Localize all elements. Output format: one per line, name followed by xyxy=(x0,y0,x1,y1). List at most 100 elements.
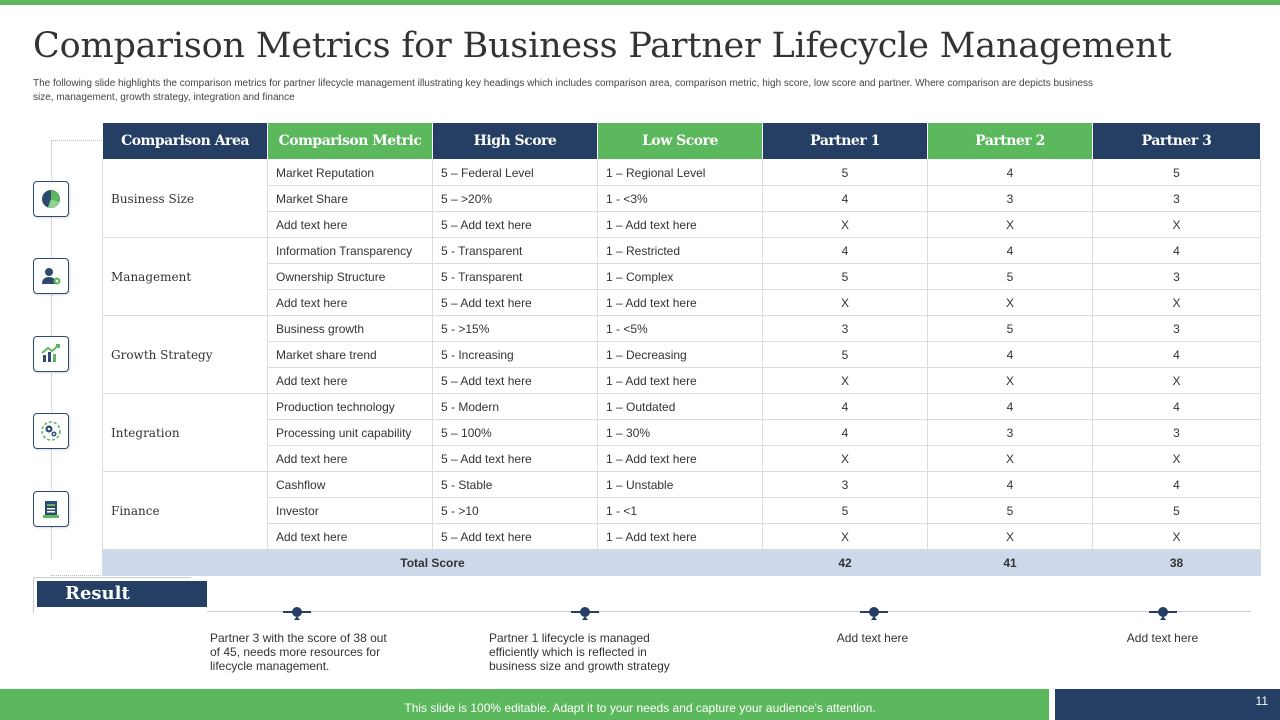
partner-3-score: X xyxy=(1092,523,1261,550)
metric-cell: Market share trend xyxy=(267,341,433,368)
partner-3-score: 4 xyxy=(1092,237,1261,264)
high-score-cell: 5 – Add text here xyxy=(432,211,598,238)
result-note-3: Add text here xyxy=(836,631,909,645)
low-score-cell: 1 - <1 xyxy=(597,497,763,524)
table-row: Add text here 5 – Add text here 1 – Add … xyxy=(103,445,1261,472)
partner-1-score: 5 xyxy=(762,159,928,186)
partner-3-score: 4 xyxy=(1092,341,1261,368)
partner-1-score: 4 xyxy=(762,393,928,420)
user-settings-icon xyxy=(33,258,69,294)
header-partner-1: Partner 1 xyxy=(762,122,928,160)
comparison-area-cell: Integration xyxy=(102,393,268,472)
high-score-cell: 5 – Federal Level xyxy=(432,159,598,186)
footer-page-box: 11 xyxy=(1055,689,1280,720)
comparison-area-cell: Management xyxy=(102,237,268,316)
partner-3-score: 3 xyxy=(1092,315,1261,342)
page-subtitle: The following slide highlights the compa… xyxy=(33,78,1093,103)
high-score-cell: 5 – 100% xyxy=(432,419,598,446)
footer-text: This slide is 100% editable. Adapt it to… xyxy=(404,701,876,715)
partner-1-score: 5 xyxy=(762,497,928,524)
metric-cell: Add text here xyxy=(267,211,433,238)
high-score-cell: 5 – Add text here xyxy=(432,289,598,316)
partner-2-score: 3 xyxy=(927,419,1093,446)
low-score-cell: 1 – Unstable xyxy=(597,471,763,498)
partner-2-score: 5 xyxy=(927,497,1093,524)
low-score-cell: 1 – Add text here xyxy=(597,367,763,394)
partner-2-score: X xyxy=(927,523,1093,550)
low-score-cell: 1 – 30% xyxy=(597,419,763,446)
gears-icon xyxy=(33,413,69,449)
low-score-cell: 1 - <5% xyxy=(597,315,763,342)
metric-cell: Add text here xyxy=(267,445,433,472)
header-high-score: High Score xyxy=(432,122,598,160)
partner-1-score: 5 xyxy=(762,263,928,290)
partner-1-score: 3 xyxy=(762,471,928,498)
table-row: Growth Strategy Business growth 5 - >15%… xyxy=(102,315,1261,394)
page-number: 11 xyxy=(1255,694,1268,708)
partner-2-score: 4 xyxy=(927,237,1093,264)
partner-2-score: X xyxy=(927,367,1093,394)
low-score-cell: 1 – Regional Level xyxy=(597,159,763,186)
metric-cell: Processing unit capability xyxy=(267,419,433,446)
header-comparison-area: Comparison Area xyxy=(102,122,268,160)
result-note-1: Partner 3 with the score of 38 out of 45… xyxy=(210,631,387,673)
low-score-cell: 1 – Complex xyxy=(597,263,763,290)
metric-cell: Business growth xyxy=(267,315,433,342)
partner-2-score: 4 xyxy=(927,471,1093,498)
pin-marker-icon xyxy=(571,607,599,620)
partner-1-score: 4 xyxy=(762,237,928,264)
partner-3-score: X xyxy=(1092,289,1261,316)
table-row: Finance Cashflow 5 - Stable 1 – Unstable… xyxy=(102,471,1261,550)
high-score-cell: 5 – Add text here xyxy=(432,445,598,472)
partner-1-score: 4 xyxy=(762,185,928,212)
pin-marker-icon xyxy=(1149,607,1177,620)
partner-2-score: 3 xyxy=(927,185,1093,212)
high-score-cell: 5 – Add text here xyxy=(432,523,598,550)
result-note-4: Add text here xyxy=(1126,631,1199,645)
total-score-label: Total Score xyxy=(102,549,763,576)
partner-1-score: X xyxy=(762,445,928,472)
partner-2-total: 41 xyxy=(927,549,1093,576)
table-row: Investor 5 - >10 1 - <1 5 5 5 xyxy=(103,497,1261,524)
partner-3-score: 4 xyxy=(1092,471,1261,498)
partner-3-score: 3 xyxy=(1092,419,1261,446)
partner-1-total: 42 xyxy=(762,549,928,576)
result-frame xyxy=(33,577,191,613)
high-score-cell: 5 – >20% xyxy=(432,185,598,212)
metric-cell: Add text here xyxy=(267,367,433,394)
finance-document-icon xyxy=(33,491,69,527)
metric-cell: Ownership Structure xyxy=(267,263,433,290)
header-comparison-metric: Comparison Metric xyxy=(267,122,433,160)
table-row: Add text here 5 – Add text here 1 – Add … xyxy=(103,367,1261,394)
partner-2-score: 4 xyxy=(927,159,1093,186)
comparison-metrics-table: Comparison Area Comparison Metric High S… xyxy=(102,122,1261,576)
partner-3-score: X xyxy=(1092,367,1261,394)
partner-1-score: X xyxy=(762,367,928,394)
table-row: Market share trend 5 - Increasing 1 – De… xyxy=(103,341,1261,368)
comparison-area-cell: Finance xyxy=(102,471,268,550)
low-score-cell: 1 – Outdated xyxy=(597,393,763,420)
page-title: Comparison Metrics for Business Partner … xyxy=(33,26,1172,66)
partner-1-score: X xyxy=(762,289,928,316)
partner-3-score: 3 xyxy=(1092,263,1261,290)
partner-2-score: X xyxy=(927,289,1093,316)
result-divider xyxy=(207,611,1251,612)
metric-cell: Information Transparency xyxy=(267,237,433,264)
result-note-2: Partner 1 lifecycle is managed efficient… xyxy=(489,631,670,673)
low-score-cell: 1 – Add text here xyxy=(597,445,763,472)
table-row: Ownership Structure 5 - Transparent 1 – … xyxy=(103,263,1261,290)
high-score-cell: 5 - Modern xyxy=(432,393,598,420)
table-row: Add text here 5 – Add text here 1 – Add … xyxy=(103,289,1261,316)
partner-1-score: X xyxy=(762,211,928,238)
table-row: Integration Production technology 5 - Mo… xyxy=(102,393,1261,472)
metric-cell: Add text here xyxy=(267,289,433,316)
partner-2-score: 4 xyxy=(927,393,1093,420)
metric-cell: Investor xyxy=(267,497,433,524)
pie-chart-icon xyxy=(33,181,69,217)
low-score-cell: 1 - <3% xyxy=(597,185,763,212)
low-score-cell: 1 – Decreasing xyxy=(597,341,763,368)
header-low-score: Low Score xyxy=(597,122,763,160)
table-row: Management Information Transparency 5 - … xyxy=(102,237,1261,316)
partner-3-score: 4 xyxy=(1092,393,1261,420)
high-score-cell: 5 - Transparent xyxy=(432,263,598,290)
